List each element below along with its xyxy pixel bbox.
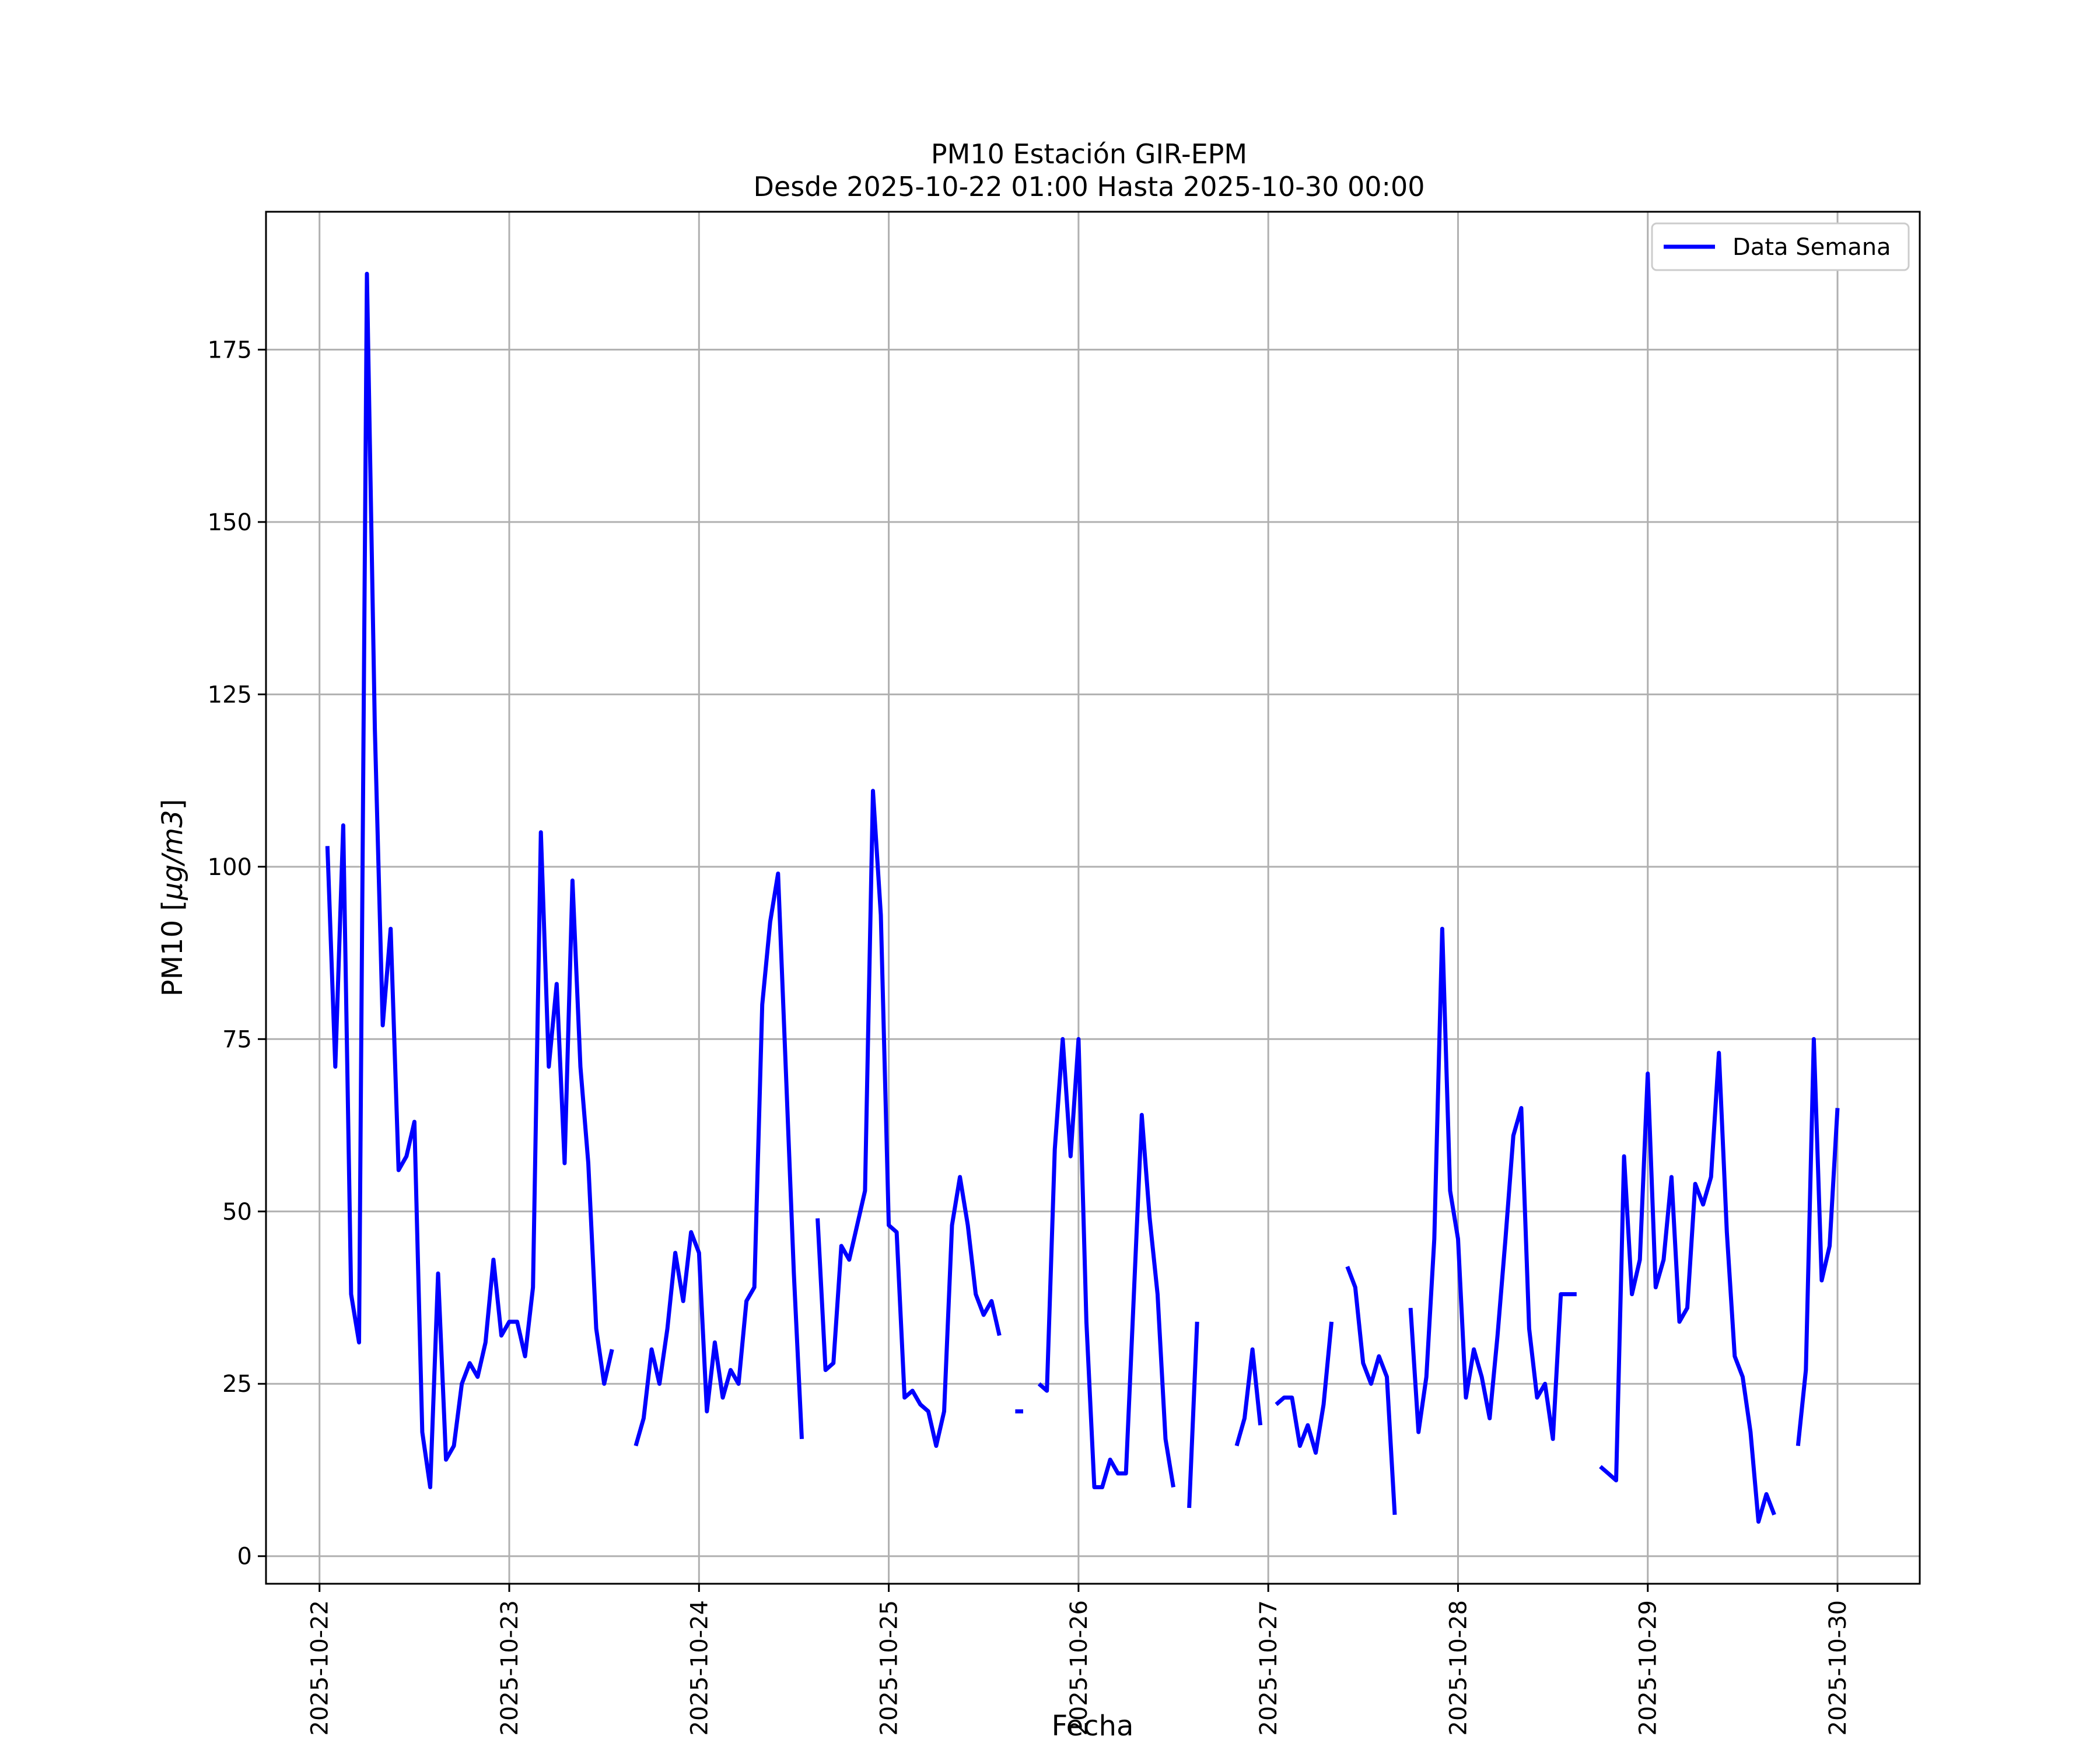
- series-line-segment: [325, 271, 614, 1489]
- series-line-segment: [1345, 1266, 1397, 1515]
- legend-entry-label: Data Semana: [1732, 234, 1891, 261]
- series-line-segment: [1275, 1321, 1334, 1455]
- series-line-segment: [634, 872, 804, 1447]
- axis-ticks: 2025-10-22 2025-10-23 2025-10-24 2025-10-25…: [208, 337, 1852, 1735]
- x-tick-label: 2025-10-24: [686, 1600, 713, 1735]
- series-line-segment: [1796, 1037, 1840, 1446]
- y-tick-label: 75: [222, 1026, 252, 1053]
- series-line-segment: [1234, 1347, 1263, 1447]
- chart-subtitle: Desde 2025-10-22 01:00 Hasta 2025-10-30 …: [753, 171, 1424, 202]
- series-line-segment: [1408, 926, 1577, 1441]
- y-tick-label: 100: [208, 854, 252, 881]
- y-tick-label: 25: [222, 1371, 252, 1398]
- x-tick-label: 2025-10-28: [1445, 1600, 1472, 1735]
- x-tick-label: 2025-10-26: [1066, 1600, 1093, 1735]
- legend-box: [1651, 222, 1910, 271]
- chart-title: PM10 Estación GIR-EPM: [931, 138, 1247, 170]
- x-tick-label: 2025-10-22: [307, 1600, 334, 1735]
- y-tick-label: 175: [208, 337, 252, 363]
- y-tick-label: 150: [208, 509, 252, 536]
- legend: Data Semana: [1651, 222, 1910, 271]
- y-tick-label: 50: [222, 1199, 252, 1226]
- data-series-lines: [325, 271, 1840, 1524]
- x-axis-label: Fecha: [1052, 1710, 1134, 1742]
- x-tick-label: 2025-10-25: [876, 1600, 903, 1735]
- y-tick-label: 125: [208, 681, 252, 708]
- x-tick-label: 2025-10-23: [496, 1600, 523, 1735]
- y-axis-label: PM10 [μg/m3]: [156, 799, 189, 997]
- series-line-segment: [816, 789, 1002, 1448]
- grid-lines: [266, 212, 1920, 1584]
- x-tick-label: 2025-10-30: [1825, 1600, 1852, 1735]
- series-line-segment: [1187, 1321, 1199, 1508]
- series-line-segment: [1599, 1051, 1776, 1524]
- x-tick-label: 2025-10-29: [1635, 1600, 1662, 1735]
- series-line-segment: [1037, 1037, 1175, 1489]
- y-tick-label: 0: [237, 1544, 252, 1570]
- plot-frame: [265, 211, 1921, 1585]
- x-tick-label: 2025-10-27: [1255, 1600, 1282, 1735]
